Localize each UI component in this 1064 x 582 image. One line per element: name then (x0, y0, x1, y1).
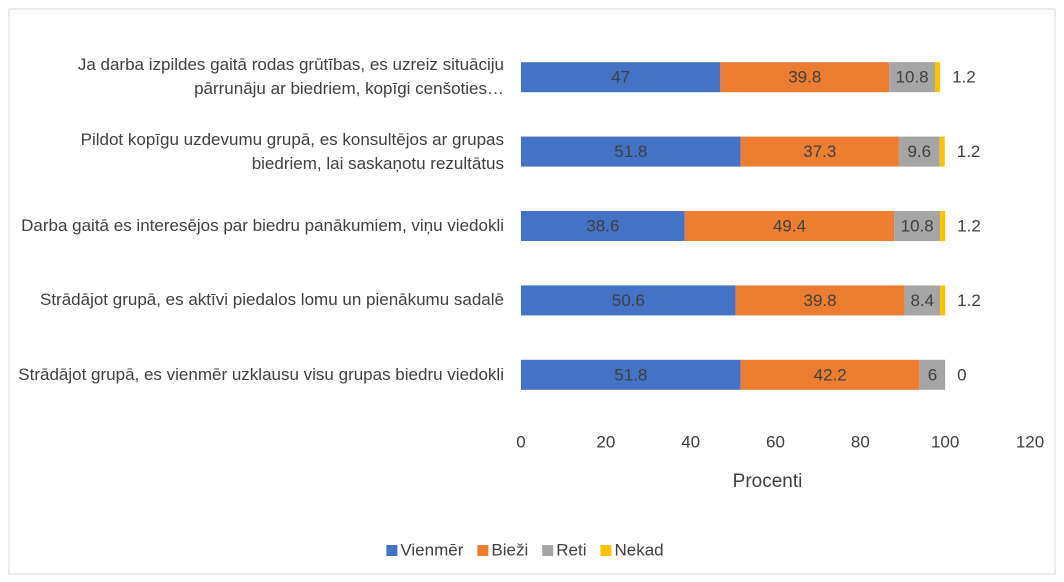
legend-label: Reti (556, 540, 586, 559)
bar-segment (735, 285, 905, 316)
y-tick-label: Ja darba izpildes gaitā rodas grūtības, … (77, 55, 504, 99)
data-label: 6 (928, 365, 937, 384)
y-tick-label: Strādājot grupā, es vienmēr uzklausu vis… (18, 364, 504, 384)
x-tick-label: 0 (516, 432, 525, 451)
x-tick-label: 120 (1016, 432, 1044, 451)
legend-swatch (542, 545, 554, 556)
bar-segment (894, 211, 941, 241)
data-label: 1.2 (957, 291, 981, 310)
legend-label: Nekad (614, 540, 663, 559)
bar-segment (521, 62, 721, 93)
bar-segment (521, 359, 741, 390)
data-label: 47 (611, 68, 630, 87)
data-label: 42.2 (814, 365, 847, 384)
bar-segment (889, 62, 935, 93)
x-tick-label: 40 (681, 432, 700, 451)
data-label: 39.8 (803, 291, 836, 310)
data-label: 10.8 (901, 216, 934, 235)
bar-segment (904, 285, 941, 316)
data-label: 9.6 (907, 142, 931, 161)
y-tick-label: Pildot kopīgu uzdevumu grupā, es konsult… (80, 129, 504, 173)
x-tick-label: 100 (931, 432, 959, 451)
data-label: 10.8 (896, 68, 929, 87)
data-label: 50.6 (612, 291, 645, 310)
bar-segment (521, 285, 736, 316)
bar-segment (740, 359, 920, 390)
bar-segment (740, 136, 899, 167)
y-tick-label: Strādājot grupā, es aktīvi piedalos lomu… (39, 290, 504, 310)
x-tick-label: 80 (851, 432, 870, 451)
bar-segment (521, 211, 685, 241)
data-label: 1.2 (957, 142, 981, 161)
bar-segment (934, 62, 941, 93)
legend-swatch (386, 545, 398, 556)
legend-swatch (600, 545, 612, 556)
x-axis-label: Procenti (733, 471, 803, 492)
data-label: 49.4 (773, 216, 806, 235)
data-label: 39.8 (788, 68, 821, 87)
bar-segment (684, 211, 895, 241)
x-tick-label: 20 (596, 432, 615, 451)
legend-label: Vienmēr (400, 540, 463, 559)
bar-segment (521, 136, 741, 167)
bar-segment (939, 136, 945, 167)
bar-segment (940, 285, 946, 316)
data-label: 1.2 (957, 216, 981, 235)
data-label: 0 (957, 365, 966, 384)
bar-segment (898, 136, 940, 167)
data-label: 8.4 (910, 291, 934, 310)
x-tick-label: 60 (766, 432, 785, 451)
data-label: 37.3 (803, 142, 836, 161)
legend-label: Bieži (491, 540, 528, 559)
bar-segment (720, 62, 890, 93)
data-label: 51.8 (614, 142, 647, 161)
legend-swatch (477, 545, 489, 556)
data-label: 1.2 (952, 68, 976, 87)
y-tick-label: Darba gaitā es interesējos par biedru pa… (21, 216, 504, 235)
bar-segment (919, 359, 946, 390)
bar-segment (940, 211, 946, 241)
data-label: 38.6 (586, 216, 619, 235)
data-label: 51.8 (614, 365, 647, 384)
